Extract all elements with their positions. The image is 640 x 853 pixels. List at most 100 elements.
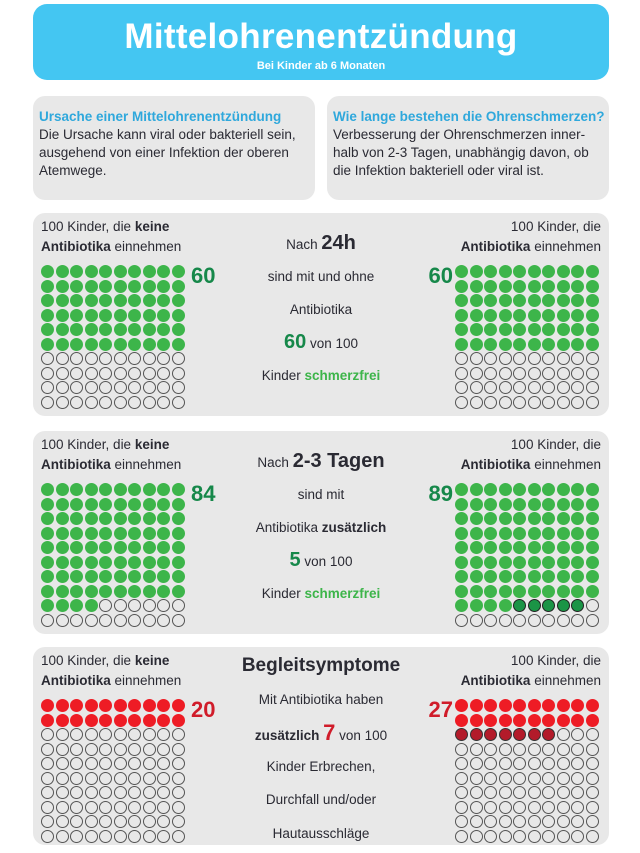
person-dot-icon xyxy=(99,713,112,727)
person-dot-icon xyxy=(498,352,512,365)
person-dot-icon xyxy=(498,395,512,409)
person-dot-icon xyxy=(469,265,483,278)
person-dot-icon xyxy=(469,771,483,785)
person-dot-icon xyxy=(128,699,141,712)
person-dot-icon xyxy=(70,366,83,380)
person-dot-icon xyxy=(171,395,185,409)
person-dot-icon xyxy=(513,699,526,712)
person-dot-icon xyxy=(542,497,555,511)
person-dot-icon xyxy=(70,308,83,322)
person-dot-icon xyxy=(41,512,54,525)
person-dot-icon xyxy=(542,337,555,351)
person-dot-icon xyxy=(542,308,555,322)
person-dot-icon xyxy=(171,713,185,727)
person-dot-icon xyxy=(157,555,170,569)
person-dot-icon xyxy=(455,815,468,828)
person-dot-icon xyxy=(527,526,541,540)
person-dot-icon xyxy=(84,294,98,307)
person-dot-icon xyxy=(142,742,156,756)
person-dot-icon xyxy=(484,771,497,785)
person-dot-icon xyxy=(99,786,112,799)
caption-no-antibiotics: 100 Kinder, die keine Antibiotika einneh… xyxy=(41,653,182,688)
person-dot-icon xyxy=(484,381,497,394)
person-dot-icon xyxy=(556,771,570,785)
person-dot-icon xyxy=(142,599,156,612)
person-dot-icon xyxy=(84,352,98,365)
person-dot-icon xyxy=(455,757,468,770)
person-dot-icon xyxy=(41,395,54,409)
person-dot-icon xyxy=(84,323,98,336)
person-dot-icon xyxy=(556,713,570,727)
person-dot-icon xyxy=(99,395,112,409)
person-dot-icon xyxy=(41,366,54,380)
person-dot-icon xyxy=(128,483,141,496)
person-dot-icon xyxy=(498,713,512,727)
person-dot-icon xyxy=(99,584,112,598)
person-dot-icon xyxy=(542,323,555,336)
person-dot-icon xyxy=(157,497,170,511)
person-dot-icon xyxy=(527,613,541,627)
person-dot-icon xyxy=(498,497,512,511)
person-dot-icon xyxy=(527,570,541,583)
person-dot-icon xyxy=(513,337,526,351)
person-dot-icon xyxy=(99,613,112,627)
person-dot-icon xyxy=(542,771,555,785)
person-dot-icon xyxy=(99,771,112,785)
person-dot-icon xyxy=(498,699,512,712)
person-dot-icon xyxy=(527,728,541,741)
person-dot-icon xyxy=(55,728,69,741)
person-dot-icon xyxy=(41,497,54,511)
person-dot-icon xyxy=(585,786,599,799)
person-dot-icon xyxy=(99,541,112,554)
person-dot-icon xyxy=(527,713,541,727)
person-dot-icon xyxy=(128,381,141,394)
person-dot-icon xyxy=(513,497,526,511)
person-dot-icon xyxy=(527,699,541,712)
person-dot-icon xyxy=(113,526,127,540)
person-dot-icon xyxy=(99,728,112,741)
person-dot-icon xyxy=(157,352,170,365)
person-dot-icon xyxy=(84,279,98,293)
person-dot-icon xyxy=(142,541,156,554)
icon-array-with-antibiotics xyxy=(455,265,601,410)
person-dot-icon xyxy=(142,786,156,799)
person-dot-icon xyxy=(585,742,599,756)
person-dot-icon xyxy=(99,497,112,511)
person-dot-icon xyxy=(571,786,584,799)
person-dot-icon xyxy=(542,352,555,365)
person-dot-icon xyxy=(469,366,483,380)
person-dot-icon xyxy=(571,728,584,741)
person-dot-icon xyxy=(455,555,468,569)
person-dot-icon xyxy=(498,613,512,627)
person-dot-icon xyxy=(527,265,541,278)
person-dot-icon xyxy=(41,742,54,756)
person-dot-icon xyxy=(157,395,170,409)
person-dot-icon xyxy=(527,800,541,814)
person-dot-icon xyxy=(542,512,555,525)
person-dot-icon xyxy=(469,337,483,351)
person-dot-icon xyxy=(55,294,69,307)
person-dot-icon xyxy=(571,829,584,843)
person-dot-icon xyxy=(171,815,185,828)
person-dot-icon xyxy=(556,570,570,583)
person-dot-icon xyxy=(484,555,497,569)
person-dot-icon xyxy=(571,381,584,394)
person-dot-icon xyxy=(469,352,483,365)
person-dot-icon xyxy=(171,366,185,380)
person-dot-icon xyxy=(55,352,69,365)
person-dot-icon xyxy=(513,757,526,770)
person-dot-icon xyxy=(542,757,555,770)
person-dot-icon xyxy=(171,786,185,799)
person-dot-icon xyxy=(484,570,497,583)
person-dot-icon xyxy=(157,337,170,351)
person-dot-icon xyxy=(571,742,584,756)
person-dot-icon xyxy=(157,613,170,627)
person-dot-icon xyxy=(70,742,83,756)
person-dot-icon xyxy=(556,483,570,496)
icon-array-no-antibiotics xyxy=(41,699,187,844)
person-dot-icon xyxy=(498,786,512,799)
person-dot-icon xyxy=(484,800,497,814)
person-dot-icon xyxy=(113,699,127,712)
person-dot-icon xyxy=(41,337,54,351)
person-dot-icon xyxy=(585,497,599,511)
